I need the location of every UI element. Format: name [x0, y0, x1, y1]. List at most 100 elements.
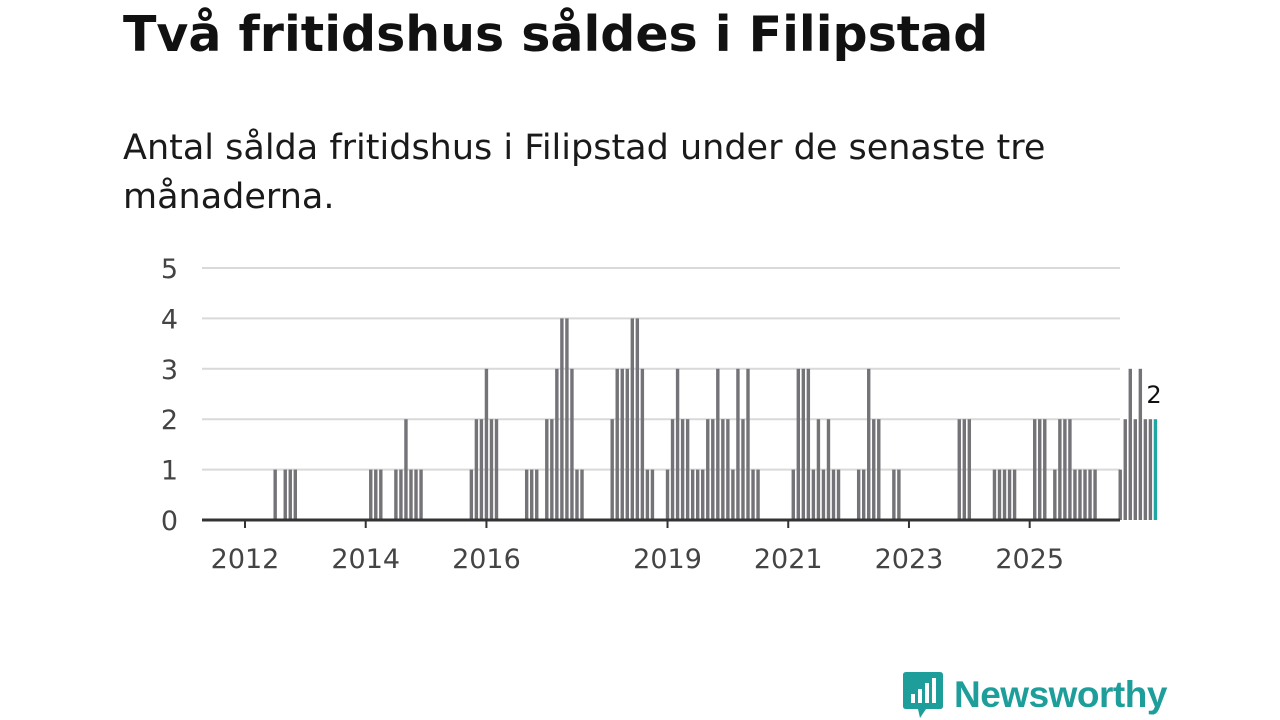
bar [494, 419, 499, 520]
y-tick-label: 1 [161, 456, 178, 487]
bar [967, 419, 972, 520]
y-tick-label: 5 [161, 254, 178, 285]
chart-subtitle: Antal sålda fritidshus i Filipstad under… [123, 128, 1046, 217]
bar [1128, 368, 1132, 520]
bar [650, 469, 655, 520]
y-tick-label: 0 [161, 506, 178, 537]
bar [816, 419, 821, 520]
bar [580, 469, 584, 520]
bar [685, 419, 690, 520]
bar [721, 419, 725, 520]
bar [801, 368, 806, 520]
bar [374, 469, 378, 520]
bar [736, 368, 740, 520]
labels: 0 1 2 3 4 5 2012 2014 2016 2019 2021 2023 2025 2 [161, 254, 1162, 575]
axes [202, 518, 1120, 528]
bar [1043, 419, 1047, 520]
bar [872, 419, 876, 520]
bar [570, 368, 574, 520]
bar-chart-speech-bubble-icon [903, 672, 943, 718]
bar [1133, 419, 1138, 520]
bar [1063, 419, 1067, 520]
bar [1143, 419, 1148, 520]
bar [716, 368, 720, 520]
bar [1078, 469, 1082, 520]
bar [1038, 419, 1042, 520]
bar [726, 419, 730, 520]
bar [892, 469, 896, 520]
bar [469, 469, 474, 520]
bar [273, 469, 277, 520]
bar [861, 469, 866, 520]
bar [615, 368, 619, 520]
bar [530, 469, 534, 520]
bar [791, 469, 795, 520]
bar [419, 469, 423, 520]
bar [1068, 419, 1072, 520]
bar [565, 318, 569, 520]
bar [645, 469, 650, 520]
bar [1002, 469, 1007, 520]
bar [1053, 469, 1057, 520]
bar [706, 419, 710, 520]
x-tick-label: 2025 [995, 544, 1064, 575]
bar [992, 469, 997, 520]
bar [670, 419, 675, 520]
bar [1088, 469, 1092, 520]
bar [283, 469, 287, 520]
bar [293, 469, 297, 520]
bar [535, 469, 539, 520]
bar [524, 469, 529, 520]
bar [404, 419, 408, 520]
x-tick-label: 2023 [875, 544, 944, 575]
bar [635, 318, 640, 520]
bars [273, 318, 1158, 520]
bar [1118, 469, 1122, 520]
bar [1138, 368, 1143, 520]
bar [379, 469, 383, 520]
bar [1073, 469, 1077, 520]
x-tick-label: 2016 [452, 544, 521, 575]
bar [630, 318, 635, 520]
bar [489, 419, 494, 520]
y-tick-label: 2 [161, 405, 178, 436]
bar [711, 419, 715, 520]
bar [394, 469, 398, 520]
bar [741, 419, 745, 520]
bar [550, 419, 554, 520]
bar [897, 469, 901, 520]
bar [1033, 419, 1037, 520]
bar [1123, 419, 1127, 520]
bar [575, 469, 579, 520]
bar [640, 368, 645, 520]
brand-name: Newsworthy [954, 674, 1167, 715]
bar [1012, 469, 1017, 520]
bar [560, 318, 564, 520]
bar [1007, 469, 1012, 520]
bar [474, 419, 479, 520]
bar [545, 419, 549, 520]
bar [1058, 419, 1062, 520]
bar [856, 469, 861, 520]
bar [877, 419, 881, 520]
bar [690, 469, 695, 520]
x-tick-label: 2021 [754, 544, 823, 575]
bar [409, 469, 413, 520]
bar [288, 469, 292, 520]
bar [479, 419, 484, 520]
y-tick-label: 4 [161, 304, 178, 335]
bar [836, 469, 841, 520]
data-label-latest: 2 [1146, 381, 1161, 409]
bar [867, 368, 871, 520]
bar [620, 368, 624, 520]
bar [414, 469, 418, 520]
bar [811, 469, 816, 520]
brand-logo[interactable]: Newsworthy [902, 670, 1167, 720]
bar [756, 469, 760, 520]
x-tick-label: 2014 [331, 544, 400, 575]
bar [555, 368, 559, 520]
bar [369, 469, 373, 520]
gridlines [202, 267, 1120, 471]
bar [806, 368, 811, 520]
